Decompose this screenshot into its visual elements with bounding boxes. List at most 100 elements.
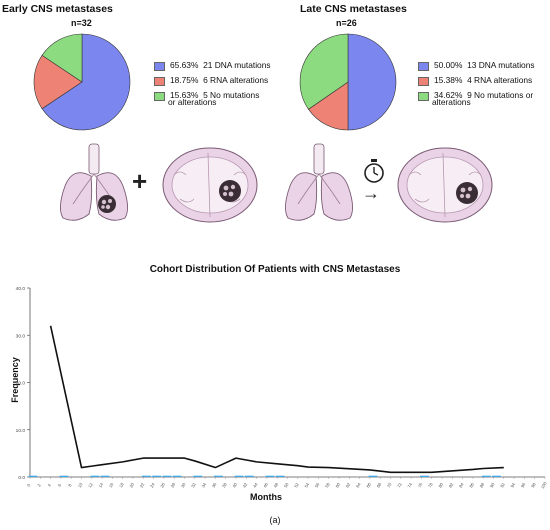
x-tick-label: 54 — [303, 481, 310, 488]
x-tick-label: 76 — [417, 481, 424, 488]
x-tick-label: 86 — [468, 481, 475, 488]
legend-text: 13 DNA mutations — [467, 60, 535, 70]
y-tick-label: 0.0 — [18, 475, 25, 481]
legend-pct: 34.62% — [434, 90, 463, 100]
frequency-line — [49, 325, 504, 474]
x-axis-title: Months — [250, 492, 282, 502]
x-tick-label: 10 — [77, 481, 84, 488]
x-tick-label: 44 — [252, 481, 259, 488]
lungs-icon — [285, 143, 353, 221]
x-tick-label: 72 — [396, 481, 403, 488]
x-tick-label: 62 — [345, 481, 352, 488]
histogram-bar — [275, 475, 285, 477]
x-tick-label: 46 — [262, 481, 269, 488]
x-tick-label: 84 — [458, 481, 465, 488]
legend-text: 5 No mutations — [203, 90, 260, 100]
legend-pct: 15.38% — [434, 75, 463, 85]
y-tick-label: 30.0 — [16, 333, 26, 339]
x-tick-label: 50 — [283, 481, 290, 488]
legend-item-none: 15.63% 5 No mutations — [154, 90, 274, 101]
x-tick-label: 38 — [221, 481, 228, 488]
x-tick-label: 40 — [231, 481, 238, 488]
legend-swatch-rna — [418, 77, 429, 86]
histogram-bar — [100, 475, 110, 477]
x-tick-label: 94 — [509, 481, 516, 488]
legend-swatch-rna — [154, 77, 165, 86]
histogram-bar — [172, 475, 182, 477]
late-pie-title: Late CNS metastases — [300, 3, 407, 15]
x-tick-label: 98 — [530, 481, 537, 488]
x-tick-label: 42 — [242, 481, 249, 488]
arrow-symbol: → — [362, 183, 380, 203]
stopwatch-icon — [364, 159, 384, 183]
legend-pct: 65.63% — [170, 60, 199, 70]
pie-slice-1 — [33, 54, 83, 110]
x-tick-label: 36 — [211, 481, 218, 488]
x-tick-label: 28 — [170, 481, 177, 488]
histogram-bar — [368, 475, 378, 477]
x-tick-label: 78 — [427, 481, 434, 488]
x-tick-label: 18 — [118, 481, 125, 488]
x-tick-label: 80 — [437, 481, 444, 488]
legend-pct: 15.63% — [170, 90, 199, 100]
histogram-bar — [28, 475, 38, 477]
histogram-bar — [492, 475, 501, 477]
legend-item-dna: 50.00% 13 DNA mutations — [418, 60, 548, 71]
histogram-bar — [90, 475, 100, 477]
x-tick-label: 14 — [97, 481, 104, 488]
histogram-bar — [481, 475, 491, 477]
legend-pct: 18.75% — [170, 75, 199, 85]
legend-text: 6 RNA alterations — [203, 75, 269, 85]
x-tick-label: 30 — [180, 481, 187, 488]
x-tick-label: 88 — [479, 481, 486, 488]
legend-text-line2: or alterations — [168, 97, 217, 107]
pie-slice-0 — [41, 33, 131, 131]
legend-item-none: 34.62% 9 No mutations or — [418, 90, 548, 101]
pie-slice-2 — [41, 33, 83, 83]
legend-swatch-none — [154, 92, 165, 101]
x-tick-label: 8 — [67, 482, 73, 487]
x-tick-label: 52 — [293, 481, 300, 488]
histogram-bar — [59, 475, 69, 477]
histogram-bar — [193, 475, 203, 477]
histogram-bar — [214, 475, 223, 477]
histogram-bar — [244, 475, 254, 477]
legend-item-rna: 18.75% 6 RNA alterations — [154, 75, 274, 86]
x-tick-label: 82 — [448, 481, 455, 488]
plus-symbol: + — [132, 166, 148, 196]
x-tick-label: 74 — [406, 481, 413, 488]
brain-with-tumor-icon — [397, 147, 493, 223]
x-tick-label: 4 — [47, 482, 53, 487]
pie-slice-2 — [299, 33, 349, 110]
x-tick-label: 12 — [87, 481, 94, 488]
legend-text: 21 DNA mutations — [203, 60, 271, 70]
y-tick-label: 10.0 — [16, 428, 26, 434]
x-tick-label: 2 — [36, 482, 42, 487]
legend-swatch-none — [418, 92, 429, 101]
late-pie-legend: 50.00% 13 DNA mutations 15.38% 4 RNA alt… — [418, 60, 548, 108]
histogram-bar — [162, 475, 172, 477]
legend-pct: 50.00% — [434, 60, 463, 70]
chart-title: Cohort Distribution Of Patients with CNS… — [149, 264, 401, 275]
x-tick-label: 96 — [520, 481, 527, 488]
x-tick-label: 16 — [108, 481, 115, 488]
legend-text: 4 RNA alterations — [467, 75, 533, 85]
x-tick-label: 100 — [540, 480, 548, 489]
y-tick-label: 40.0 — [16, 286, 26, 292]
lungs-with-tumor-icon — [60, 143, 128, 221]
early-pie-chart — [33, 33, 131, 131]
x-tick-label: 68 — [376, 481, 383, 488]
histogram-bar — [141, 475, 151, 477]
x-tick-label: 20 — [128, 481, 135, 488]
x-tick-label: 92 — [499, 481, 506, 488]
x-tick-label: 0 — [26, 482, 32, 487]
pie-slice-1 — [308, 81, 349, 131]
pie-slice-0 — [347, 33, 397, 131]
figure-caption: (a) — [269, 515, 281, 525]
x-tick-label: 48 — [273, 481, 280, 488]
histogram-bar — [420, 475, 429, 477]
brain-with-tumor-icon — [162, 147, 258, 223]
x-tick-label: 66 — [365, 481, 372, 488]
late-pie-chart — [299, 33, 397, 131]
frequency-line-chart: 0.010.020.030.040.00 2 4 6 8 10 12 14 16 18 20 22 24… — [16, 286, 548, 490]
